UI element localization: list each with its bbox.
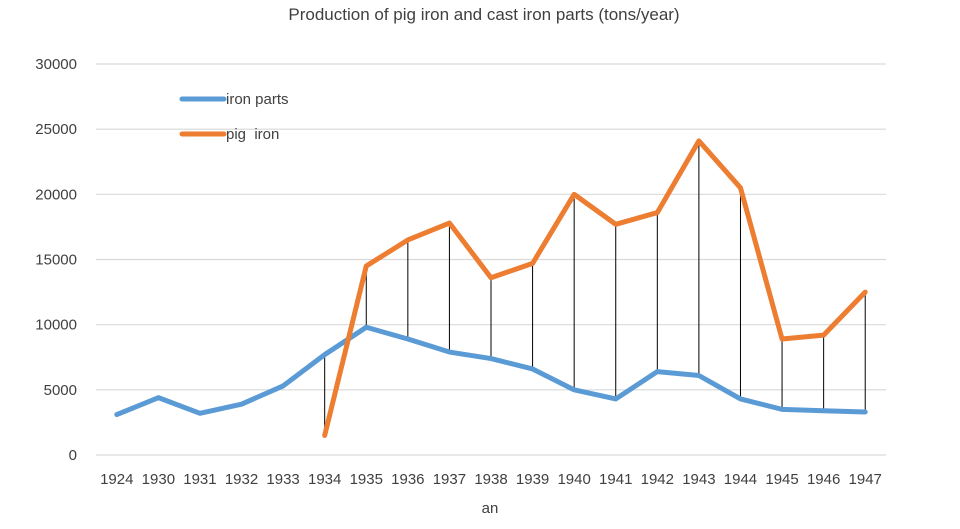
- data-point: [864, 411, 866, 413]
- x-axis-ticks: 1924 1930 1931 1932 1933 1934 1935 1936 1937 1938…: [100, 471, 882, 488]
- x-tick-label: 1942: [641, 471, 674, 488]
- x-tick-label: 1943: [682, 471, 715, 488]
- data-point: [448, 222, 450, 224]
- data-point: [739, 187, 741, 189]
- data-point: [698, 140, 700, 142]
- data-point: [241, 403, 243, 405]
- x-tick-label: 1932: [225, 471, 258, 488]
- data-point: [823, 410, 825, 412]
- x-tick-label: 1934: [308, 471, 341, 488]
- data-point: [656, 371, 658, 373]
- data-point: [573, 389, 575, 391]
- data-point: [698, 374, 700, 376]
- x-tick-label: 1945: [765, 471, 798, 488]
- data-point: [864, 291, 866, 293]
- data-point: [448, 351, 450, 353]
- data-point: [324, 354, 326, 356]
- data-point: [157, 397, 159, 399]
- drop-lines: [324, 140, 866, 436]
- data-point: [573, 193, 575, 195]
- x-tick-label: 1931: [183, 471, 216, 488]
- data-point: [615, 223, 617, 225]
- x-tick-label: 1935: [350, 471, 383, 488]
- data-point: [781, 338, 783, 340]
- data-point: [739, 398, 741, 400]
- data-point: [407, 239, 409, 241]
- data-point: [324, 434, 326, 436]
- x-tick-label: 1946: [807, 471, 840, 488]
- x-tick-label: 1939: [516, 471, 549, 488]
- data-point: [656, 212, 658, 214]
- chart-title: Production of pig iron and cast iron par…: [288, 5, 679, 24]
- y-tick-label: 5000: [44, 382, 77, 399]
- x-tick-label: 1930: [142, 471, 175, 488]
- data-point: [490, 358, 492, 360]
- data-point: [615, 398, 617, 400]
- data-point: [365, 326, 367, 328]
- data-point: [116, 414, 118, 416]
- y-tick-label: 25000: [35, 121, 77, 138]
- data-point: [781, 408, 783, 410]
- y-tick-label: 30000: [35, 56, 77, 73]
- x-tick-label: 1924: [100, 471, 133, 488]
- x-tick-label: 1947: [849, 471, 882, 488]
- data-point: [532, 262, 534, 264]
- x-tick-label: 1933: [266, 471, 299, 488]
- x-tick-label: 1940: [557, 471, 590, 488]
- data-point: [365, 265, 367, 267]
- y-tick-label: 15000: [35, 252, 77, 269]
- data-point: [199, 412, 201, 414]
- y-tick-label: 0: [69, 447, 77, 464]
- x-axis-label: an: [482, 500, 499, 517]
- data-point: [490, 277, 492, 279]
- series-line-1: [322, 138, 868, 438]
- x-tick-label: 1938: [474, 471, 507, 488]
- data-point: [532, 368, 534, 370]
- data-point: [823, 334, 825, 336]
- legend-label-iron-parts: iron parts: [226, 91, 289, 108]
- x-tick-label: 1936: [391, 471, 424, 488]
- legend-label-pig-iron: pig iron: [226, 126, 279, 143]
- data-point: [282, 385, 284, 387]
- x-tick-label: 1937: [433, 471, 466, 488]
- gridlines: [96, 63, 886, 456]
- y-tick-label: 10000: [35, 317, 77, 334]
- series-lines: [114, 138, 868, 438]
- y-axis-ticks: 0 5000 10000 15000 20000 25000 30000: [35, 56, 77, 464]
- x-tick-label: 1944: [724, 471, 757, 488]
- x-tick-label: 1941: [599, 471, 632, 488]
- y-tick-label: 20000: [35, 186, 77, 203]
- legend: iron parts pig iron: [179, 91, 289, 143]
- data-point: [407, 338, 409, 340]
